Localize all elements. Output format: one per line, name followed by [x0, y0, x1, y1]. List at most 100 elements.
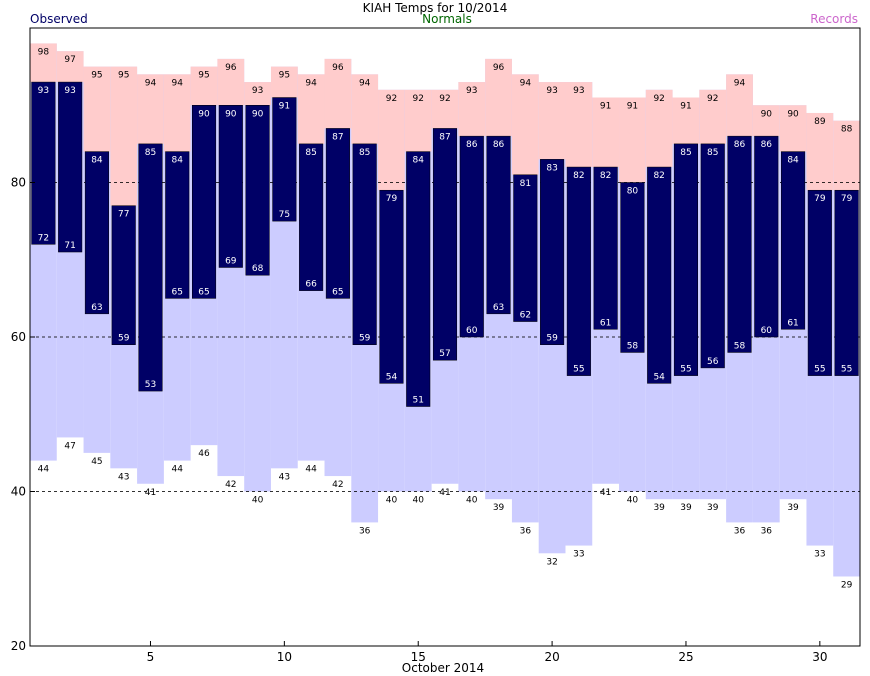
- record-low-label: 36: [520, 526, 532, 536]
- observed-bar: [432, 128, 458, 361]
- record-low-label: 41: [600, 488, 611, 498]
- observed-low-label: 60: [466, 326, 478, 336]
- record-low-label: 40: [252, 496, 264, 506]
- record-high-label: 94: [520, 78, 532, 88]
- observed-low-label: 55: [680, 365, 691, 375]
- record-high-label: 95: [118, 71, 129, 81]
- record-low-label: 40: [466, 496, 478, 506]
- observed-high-label: 90: [225, 109, 237, 119]
- record-high-label: 96: [493, 63, 505, 73]
- record-high-label: 92: [707, 94, 718, 104]
- record-high-band: [619, 97, 646, 183]
- observed-low-label: 55: [573, 365, 584, 375]
- record-high-band: [297, 74, 325, 144]
- record-high-label: 95: [279, 71, 290, 81]
- observed-low-label: 61: [600, 318, 611, 328]
- observed-low-label: 57: [439, 349, 450, 359]
- observed-high-label: 86: [493, 140, 505, 150]
- observed-bar: [540, 159, 565, 345]
- observed-bar: [406, 151, 431, 407]
- observed-bar: [834, 189, 859, 376]
- record-low-label: 46: [198, 449, 210, 459]
- observed-low-label: 65: [172, 287, 183, 297]
- record-high-label: 88: [841, 125, 853, 135]
- record-high-label: 94: [305, 78, 317, 88]
- x-tick-label: 15: [411, 650, 426, 664]
- observed-high-label: 80: [627, 187, 639, 197]
- observed-high-label: 85: [145, 148, 156, 158]
- record-low-label: 43: [279, 472, 290, 482]
- record-low-label: 39: [493, 503, 505, 513]
- observed-high-label: 82: [600, 171, 611, 181]
- record-high-band: [163, 74, 191, 152]
- observed-high-label: 91: [279, 102, 290, 112]
- record-low-label: 39: [787, 503, 799, 513]
- observed-low-label: 69: [225, 256, 237, 266]
- record-high-band: [645, 89, 673, 168]
- observed-low-label: 75: [279, 210, 290, 220]
- record-high-label: 92: [412, 94, 423, 104]
- record-high-label: 94: [145, 78, 157, 88]
- chart-title: KIAH Temps for 10/2014: [363, 1, 508, 15]
- record-high-label: 94: [172, 78, 184, 88]
- observed-high-label: 86: [761, 140, 773, 150]
- observed-low-label: 60: [761, 326, 773, 336]
- record-high-band: [833, 120, 860, 191]
- record-low-label: 43: [118, 472, 129, 482]
- observed-bar: [754, 135, 779, 338]
- record-high-band: [485, 58, 512, 137]
- observed-low-label: 63: [493, 303, 504, 313]
- observed-bar: [84, 151, 109, 315]
- record-high-label: 94: [359, 78, 371, 88]
- record-high-label: 95: [91, 71, 102, 81]
- record-high-band: [699, 89, 727, 144]
- observed-bar: [486, 135, 511, 315]
- observed-low-label: 53: [145, 380, 156, 390]
- record-high-band: [538, 82, 566, 160]
- x-tick-label: 5: [147, 650, 155, 664]
- observed-low-label: 62: [520, 311, 531, 321]
- record-high-label: 93: [252, 86, 263, 96]
- record-low-label: 29: [841, 580, 853, 590]
- plot-area: 9372984493719747846395457759954385539441…: [11, 27, 861, 664]
- observed-bar: [272, 97, 297, 222]
- record-low-label: 39: [653, 503, 665, 513]
- observed-bar: [566, 166, 591, 376]
- record-high-band: [270, 66, 298, 98]
- observed-bar: [593, 166, 618, 330]
- record-low-label: 40: [627, 496, 639, 506]
- observed-bar: [459, 135, 484, 338]
- observed-high-label: 86: [734, 140, 746, 150]
- record-high-band: [378, 89, 405, 191]
- observed-high-label: 85: [305, 148, 316, 158]
- observed-low-label: 55: [814, 365, 825, 375]
- record-high-label: 95: [198, 71, 209, 81]
- observed-high-label: 82: [653, 171, 664, 181]
- record-low-label: 40: [386, 496, 398, 506]
- observed-high-label: 84: [172, 156, 184, 166]
- observed-bar: [325, 128, 350, 299]
- record-low-label: 33: [573, 550, 584, 560]
- record-low-label: 39: [707, 503, 719, 513]
- record-high-label: 96: [332, 63, 344, 73]
- record-high-band: [726, 74, 753, 137]
- observed-high-label: 93: [64, 86, 75, 96]
- observed-low-label: 59: [546, 334, 558, 344]
- record-high-label: 89: [814, 117, 826, 127]
- observed-low-label: 54: [653, 372, 665, 382]
- record-high-label: 90: [761, 109, 773, 119]
- x-tick-label: 25: [678, 650, 693, 664]
- observed-high-label: 77: [118, 210, 129, 220]
- observed-bar: [352, 143, 377, 345]
- observed-low-label: 72: [38, 233, 49, 243]
- observed-low-label: 65: [332, 287, 343, 297]
- record-high-band: [752, 105, 780, 137]
- record-low-label: 40: [412, 496, 424, 506]
- record-low-label: 44: [172, 465, 184, 475]
- observed-low-label: 59: [359, 334, 371, 344]
- record-high-label: 92: [653, 94, 664, 104]
- observed-bar: [111, 205, 136, 345]
- record-low-label: 42: [225, 480, 236, 490]
- observed-bar: [807, 189, 832, 376]
- observed-low-label: 65: [198, 287, 209, 297]
